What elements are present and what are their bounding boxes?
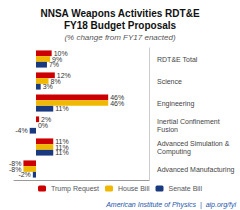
svg-text:Fusion: Fusion [157,126,178,133]
svg-text:46%: 46% [110,100,124,107]
svg-text:(% change from FY17 enacted): (% change from FY17 enacted) [64,33,176,42]
svg-text:Computing: Computing [157,148,191,156]
svg-text:Senate Bill: Senate Bill [169,185,203,192]
svg-text:American Institute of Physics: American Institute of Physics | aip.org/… [105,201,236,209]
svg-text:-2%: -2% [18,171,30,178]
svg-text:NNSA Weapons Activities RDT&E: NNSA Weapons Activities RDT&E [40,8,199,19]
svg-text:House Bill: House Bill [118,185,150,192]
svg-text:Engineering: Engineering [157,100,194,108]
svg-text:46%: 46% [110,93,125,101]
svg-text:Science: Science [157,78,182,85]
svg-text:0%: 0% [38,122,48,129]
svg-text:9%: 9% [52,55,63,63]
svg-text:3%: 3% [43,83,53,90]
svg-text:7%: 7% [49,61,59,68]
svg-text:-8%: -8% [9,165,22,173]
svg-text:-8%: -8% [9,159,22,167]
svg-text:11%: 11% [55,105,69,112]
svg-text:Advanced Simulation &: Advanced Simulation & [157,140,231,147]
svg-text:Advanced Manufacturing: Advanced Manufacturing [157,166,235,174]
svg-text:RDT&E Total: RDT&E Total [157,56,198,63]
svg-text:12%: 12% [56,71,71,79]
svg-text:2%: 2% [41,115,52,123]
svg-text:8%: 8% [50,77,61,85]
svg-text:11%: 11% [55,137,69,145]
svg-text:11%: 11% [55,143,69,151]
svg-text:Trump Request: Trump Request [51,185,99,193]
svg-text:Inertial Confinement: Inertial Confinement [157,118,222,125]
svg-text:10%: 10% [53,49,68,57]
svg-text:11%: 11% [55,149,69,156]
svg-text:FY18 Budget Proposals: FY18 Budget Proposals [64,20,177,31]
svg-text:-4%: -4% [15,127,27,134]
